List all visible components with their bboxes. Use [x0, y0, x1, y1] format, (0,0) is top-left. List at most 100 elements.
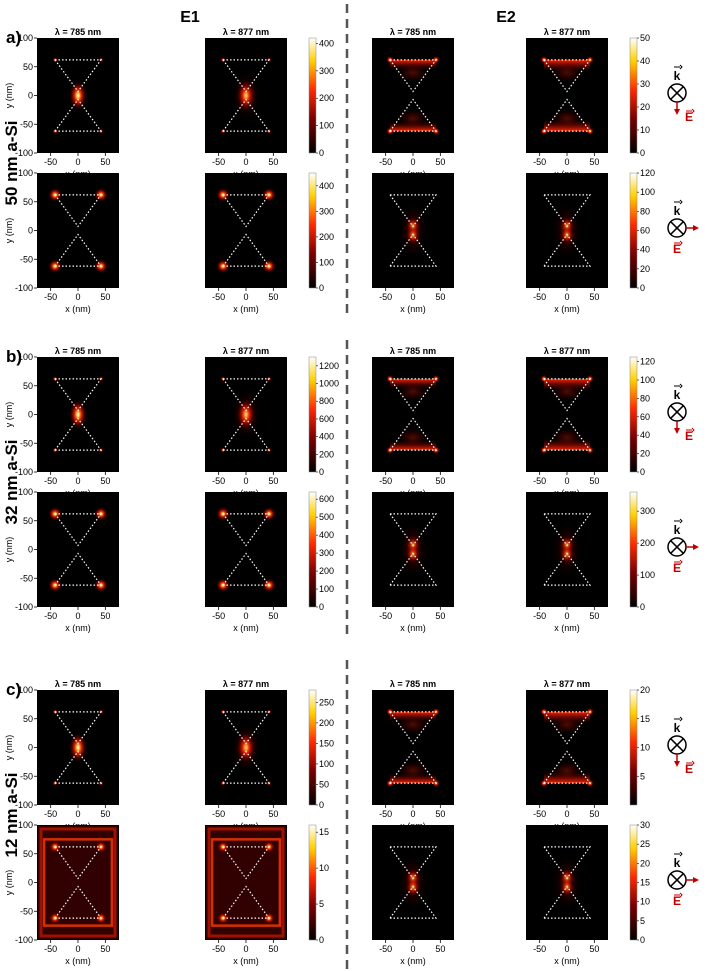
colorbar-tick-label: 250 [319, 697, 334, 707]
field-frame-fill [38, 826, 118, 939]
column-title-e1: E1 [180, 9, 200, 26]
field-gap-glow [399, 202, 427, 259]
x-tick-label: -50 [212, 944, 225, 954]
panel-label: c) [6, 680, 21, 699]
colorbar-tick-label: 200 [319, 566, 334, 576]
colorbar-tick-label: 5 [319, 899, 324, 909]
x-tick-label: -50 [533, 944, 546, 954]
y-tick-label: 50 [23, 197, 33, 207]
colorbar [308, 824, 317, 941]
y-tick-label: -50 [20, 771, 33, 781]
colorbar-tick-label: 300 [640, 506, 655, 516]
wavelength-label: λ = 785 nm [55, 679, 101, 689]
x-tick-label: -50 [379, 292, 392, 302]
x-tick-label: 50 [435, 292, 445, 302]
field-map-row: -50 0 50 x (nm) 100 50 0 -50 -100 y (nm) -50 0 50 x (… [4, 168, 699, 314]
e-field-arrowhead [674, 761, 680, 767]
field-map: -50 0 50 x (nm) 100 50 0 -50 -100 y (nm) [4, 820, 119, 966]
x-tick-label: 50 [268, 292, 278, 302]
colorbar [308, 689, 317, 806]
heatmap-background [372, 38, 454, 153]
field-lobe-bottom [397, 760, 429, 781]
x-tick-label: 50 [435, 611, 445, 621]
colorbar-tick-label: 300 [319, 66, 334, 76]
x-tick-label: -50 [533, 809, 546, 819]
heatmap-background [372, 690, 454, 805]
e-field-label: E [673, 894, 681, 908]
y-tick-label: -100 [15, 602, 33, 612]
x-axis-label: x (nm) [65, 956, 91, 966]
y-tick-label: -50 [20, 438, 33, 448]
k-vector-label: k [674, 204, 681, 218]
e-field-arrowhead [674, 428, 680, 434]
colorbar [308, 356, 317, 473]
y-tick-label: -100 [15, 800, 33, 810]
x-tick-label: 50 [435, 809, 445, 819]
e-field-label: E [685, 110, 693, 124]
k-cross-line [670, 540, 684, 554]
wavelength-label: λ = 785 nm [55, 346, 101, 356]
y-axis-label: y (nm) [4, 402, 14, 428]
x-tick-label: 50 [589, 476, 599, 486]
hotspot-halo [232, 723, 260, 772]
x-axis-label: x (nm) [233, 956, 259, 966]
x-tick-label: 0 [243, 611, 248, 621]
x-tick-label: -50 [212, 476, 225, 486]
colorbar-tick-label: 200 [319, 718, 334, 728]
x-tick-label: 0 [75, 476, 80, 486]
k-vector-label: k [674, 856, 681, 870]
x-axis-label: x (nm) [554, 623, 580, 633]
x-tick-label: -50 [44, 611, 57, 621]
wavelength-label: λ = 877 nm [544, 346, 590, 356]
y-tick-label: 100 [18, 820, 33, 830]
heatmap-background [37, 173, 119, 288]
x-tick-label: 0 [75, 944, 80, 954]
k-vector-label: k [674, 69, 681, 83]
field-map: -50 0 50 x (nm) [372, 173, 454, 314]
colorbar-tick-label: 300 [319, 206, 334, 216]
hotspot-halo [232, 71, 260, 120]
y-tick-label: -100 [15, 283, 33, 293]
colorbar-tick-label: 300 [319, 548, 334, 558]
colorbar [629, 824, 638, 941]
y-tick-label: -100 [15, 467, 33, 477]
k-vector-overarrow-head [679, 64, 683, 70]
heatmap-background [526, 38, 608, 153]
colorbar-tick-label: 120 [640, 357, 655, 367]
y-tick-label: 0 [28, 878, 33, 888]
x-tick-label: -50 [379, 809, 392, 819]
x-tick-label: -50 [533, 292, 546, 302]
y-axis-label: y (nm) [4, 537, 14, 563]
colorbar-tick-label: 400 [319, 530, 334, 540]
k-cross-line [670, 405, 684, 419]
y-tick-label: 100 [18, 33, 33, 43]
x-tick-label: 50 [435, 476, 445, 486]
x-axis-label: x (nm) [65, 304, 91, 314]
wavelength-label: λ = 877 nm [223, 27, 269, 37]
field-frame-outer [39, 827, 117, 938]
y-axis-label: y (nm) [4, 218, 14, 244]
colorbar-tick-label: 15 [640, 878, 650, 888]
colorbar-tick-label: 0 [319, 283, 324, 293]
colorbar-tick-label: 800 [319, 396, 334, 406]
colorbar-tick-label: 5 [640, 916, 645, 926]
k-cross-line [670, 221, 684, 235]
x-axis-label: x (nm) [233, 304, 259, 314]
colorbar [308, 37, 317, 154]
y-tick-label: 50 [23, 849, 33, 859]
x-tick-label: 0 [564, 944, 569, 954]
field-map: -50 0 50 x (nm) [526, 492, 608, 633]
k-vector-overarrow-head [679, 716, 683, 722]
field-gap-glow [399, 854, 427, 911]
colorbar-tick-label: 15 [640, 714, 650, 724]
field-gap-glow [399, 521, 427, 578]
y-tick-label: 50 [23, 381, 33, 391]
colorbar-tick-label: 20 [640, 449, 650, 459]
colorbar-tick-label: 100 [640, 187, 655, 197]
